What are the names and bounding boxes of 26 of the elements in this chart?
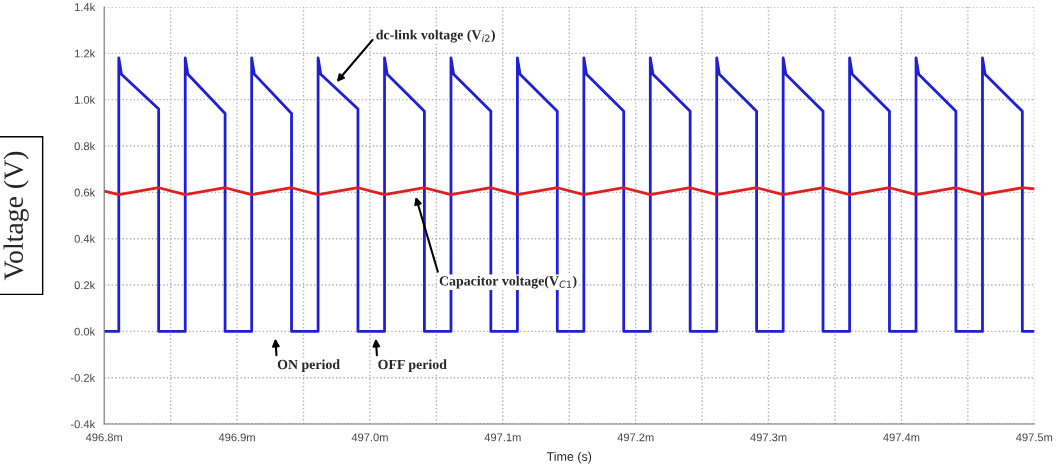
annotation: ON period	[277, 359, 340, 372]
x-tick-label: 497.3m	[750, 433, 787, 442]
x-tick-label: 496.8m	[85, 433, 122, 442]
y-tick-label: 0.0k	[74, 327, 96, 336]
line-series	[104, 186, 1035, 197]
annotation: OFF period	[378, 359, 447, 372]
y-tick-label: 0.6k	[74, 188, 96, 197]
annotation: dc-link voltage (V$_{i2}$)	[376, 29, 495, 43]
y-tick-label: 0.8k	[74, 141, 96, 151]
y-tick-label: -0.4k	[70, 420, 96, 429]
line-series	[104, 56, 1035, 333]
y-tick-label: 0.2k	[74, 281, 96, 290]
y-tick-label: 1.2k	[74, 49, 96, 58]
annotation: Capacitor voltage(V$_{C1}$)	[439, 275, 577, 289]
x-tick-label: 497.4m	[883, 433, 920, 442]
x-tick-label: 497.2m	[617, 433, 654, 442]
y-tick-label: 0.4k	[74, 234, 96, 243]
x-tick-label: 497.0m	[351, 433, 388, 442]
x-axis-title: Time (s)	[546, 451, 592, 464]
x-tick-label: 496.9m	[218, 433, 255, 442]
x-tick-label: 497.1m	[484, 433, 521, 442]
y-axis-title: Voltage (V)	[3, 151, 29, 281]
y-tick-label: 1.4k	[74, 2, 96, 12]
y-tick-label: -0.2k	[70, 373, 96, 382]
x-tick-label: 497.5m	[1016, 433, 1053, 442]
y-tick-label: 1.0k	[74, 95, 96, 104]
